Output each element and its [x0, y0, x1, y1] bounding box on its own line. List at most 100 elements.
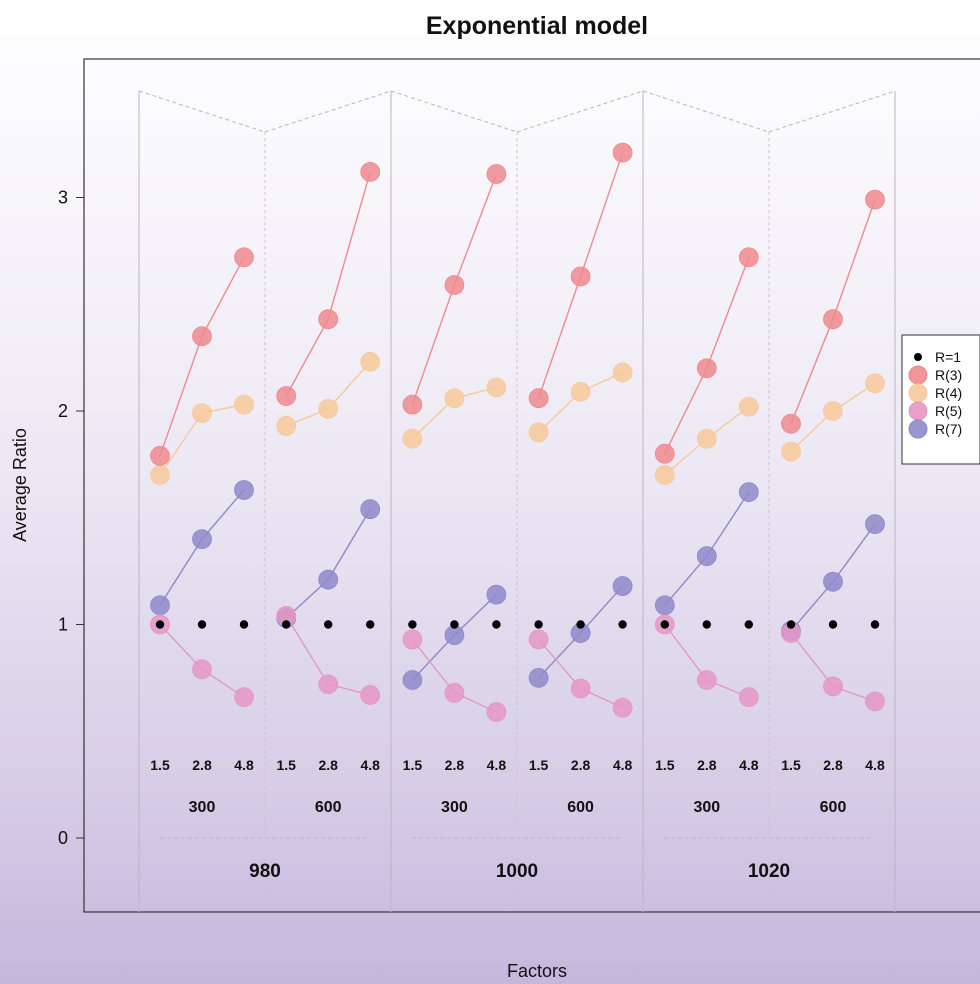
point-r1 — [744, 620, 753, 629]
point-r3 — [612, 142, 633, 163]
point-r4 — [696, 428, 717, 449]
point-r1 — [576, 620, 585, 629]
point-r3 — [781, 413, 801, 434]
point-r7 — [612, 576, 633, 596]
legend-marker — [908, 401, 928, 421]
factor-tick-label: 2.8 — [697, 757, 717, 773]
factor-labels: 1.5 2.8 4.8 300 1.5 2.8 4.8 600 1.5 2.8 4.8 300 1.5 2… — [150, 757, 885, 882]
point-r1 — [324, 620, 333, 629]
factor-tick-label: 4.8 — [360, 757, 380, 773]
y-tick-label: 1 — [58, 615, 68, 635]
point-r5 — [402, 629, 423, 650]
point-r7 — [654, 595, 675, 616]
point-r4 — [781, 441, 801, 462]
point-r3 — [150, 445, 170, 466]
point-r3 — [234, 247, 254, 268]
point-r7 — [192, 529, 212, 549]
legend-label: R(5) — [935, 403, 962, 419]
point-r5 — [486, 702, 507, 722]
point-r3 — [823, 309, 843, 330]
point-r4 — [360, 351, 381, 372]
super-group-label: 1020 — [748, 861, 790, 882]
y-tick-label: 0 — [58, 828, 68, 848]
legend-marker-r1 — [914, 353, 922, 361]
series-line-r7 — [285, 508, 371, 619]
point-r3 — [528, 388, 549, 409]
point-r4 — [192, 403, 212, 424]
point-r7 — [318, 569, 339, 590]
series-line-r3 — [285, 171, 371, 397]
series-line-r3 — [664, 257, 750, 455]
factor-tick-label: 2.8 — [823, 757, 843, 773]
sub-group-label: 300 — [693, 799, 720, 816]
sub-group-label: 600 — [567, 799, 594, 816]
point-r4 — [738, 396, 759, 417]
point-r4 — [823, 401, 843, 421]
point-r1 — [660, 620, 669, 629]
point-r1 — [408, 620, 417, 629]
y-tick-label: 3 — [58, 188, 68, 208]
point-r5 — [234, 687, 254, 707]
point-r3 — [738, 247, 759, 268]
panel-top-edge — [138, 90, 266, 133]
point-r5 — [696, 670, 717, 690]
point-r4 — [402, 428, 423, 449]
super-group-label: 1000 — [496, 861, 538, 882]
sub-group-label: 300 — [189, 799, 216, 816]
point-r4 — [150, 465, 170, 485]
sub-group-label: 300 — [441, 799, 468, 816]
point-r7 — [486, 584, 507, 605]
point-r3 — [318, 309, 339, 330]
point-r3 — [402, 394, 423, 415]
factor-tick-label: 2.8 — [318, 757, 338, 773]
point-r5 — [612, 697, 633, 718]
y-axis-label: Average Ratio — [10, 428, 30, 542]
legend-label: R(3) — [935, 367, 962, 383]
legend-label: R(7) — [935, 421, 962, 437]
factor-tick-label: 2.8 — [192, 757, 212, 773]
factor-tick-label: 2.8 — [445, 757, 465, 773]
point-r4 — [318, 398, 339, 419]
point-r7 — [528, 667, 549, 688]
point-r7 — [865, 514, 885, 535]
point-r7 — [738, 482, 759, 503]
point-r1 — [450, 620, 459, 629]
sub-group-label: 600 — [820, 799, 847, 816]
point-r4 — [528, 422, 549, 443]
factor-tick-label: 4.8 — [613, 757, 633, 773]
point-r7 — [823, 571, 843, 592]
point-r3 — [192, 326, 212, 347]
factor-tick-label: 1.5 — [403, 757, 423, 773]
legend-label: R(4) — [935, 385, 962, 401]
point-r3 — [444, 275, 465, 295]
point-r5 — [865, 691, 885, 712]
point-r3 — [865, 189, 885, 210]
panel-top-edge — [264, 90, 392, 133]
point-r5 — [318, 674, 339, 695]
factor-tick-label: 4.8 — [739, 757, 759, 773]
point-r3 — [696, 358, 717, 379]
point-r5 — [360, 685, 381, 705]
series-line-r4 — [538, 371, 623, 433]
series-line-r3 — [159, 256, 245, 457]
point-r1 — [786, 620, 796, 629]
point-r7 — [150, 595, 170, 616]
point-r1 — [239, 620, 249, 629]
point-r1 — [870, 620, 880, 629]
point-r7 — [234, 480, 254, 500]
point-r3 — [654, 443, 675, 464]
point-r5 — [444, 682, 465, 703]
point-r7 — [696, 546, 717, 567]
point-r4 — [276, 416, 297, 436]
point-r7 — [402, 670, 423, 690]
sub-group-label: 600 — [315, 799, 342, 816]
point-r5 — [528, 629, 549, 650]
factor-tick-label: 1.5 — [529, 757, 549, 773]
point-r4 — [865, 373, 885, 394]
legend-marker — [908, 419, 928, 439]
factor-tick-label: 4.8 — [234, 757, 254, 773]
factor-tick-label: 1.5 — [276, 757, 296, 773]
factor-tick-label: 1.5 — [150, 757, 170, 773]
legend: R=1 R(3) R(4) R(5) R(7) — [901, 334, 980, 465]
